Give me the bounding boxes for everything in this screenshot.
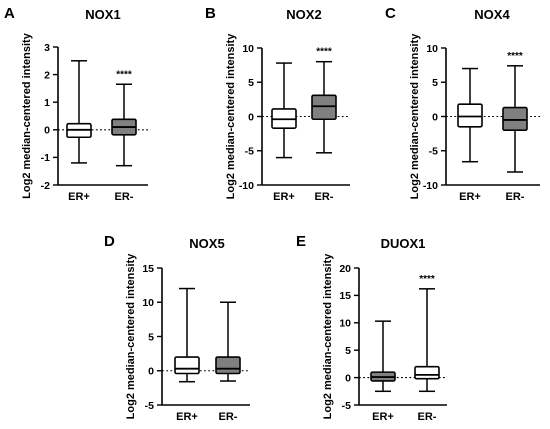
y-tick-label: 15: [142, 263, 154, 275]
significance-marker: ****: [419, 274, 435, 285]
y-tick-label: 5: [432, 77, 438, 89]
y-tick-label: -10: [239, 180, 254, 192]
y-tick-label: 0: [148, 366, 154, 378]
box-er-neg: [502, 65, 528, 173]
y-tick-label: 2: [44, 69, 50, 81]
box-er-pos: [271, 62, 297, 159]
y-tick-label: 0: [248, 111, 254, 123]
x-category-label: ER+: [176, 411, 198, 423]
y-axis-label: Log2 median-centered intensity: [21, 32, 33, 199]
y-tick-label: 5: [345, 345, 351, 357]
iqr-box: [215, 356, 241, 375]
box-er-neg: [215, 301, 241, 382]
box-er-neg: [414, 288, 440, 393]
panel-e: E DUOX1 Log2 median-centered intensity -5 0 5…: [296, 233, 447, 423]
x-category-label: ER-: [115, 191, 134, 203]
y-axis-label: Log2 median-centered intensity: [125, 253, 137, 420]
panel-a: A NOX1 Log2 median-centered intensity -2 -1 0…: [4, 5, 148, 203]
box-er-neg: [311, 60, 337, 154]
y-tick-label: 10: [142, 297, 154, 309]
y-axis-label: Log2 median-centered intensity: [409, 33, 421, 200]
significance-marker: ****: [316, 47, 332, 58]
panel-letter: D: [104, 233, 115, 250]
y-tick-label: 5: [148, 331, 154, 343]
significance-marker: ****: [116, 69, 132, 80]
box-er-pos: [457, 67, 483, 163]
y-tick-label: 15: [339, 290, 351, 302]
box-er-pos: [66, 60, 92, 164]
y-tick-label: -5: [245, 146, 254, 158]
box-er-pos: [370, 320, 396, 393]
panel-d: D NOX5 Log2 median-centered intensity -5 0 5 1…: [104, 233, 250, 423]
y-tick-label: 1: [44, 97, 50, 109]
panel-letter: E: [296, 233, 306, 250]
iqr-box: [174, 356, 200, 375]
y-tick-label: -5: [342, 400, 351, 412]
y-tick-label: -10: [423, 180, 438, 192]
y-tick-label: -5: [145, 400, 154, 412]
panel-letter: C: [385, 5, 396, 22]
y-tick-label: 20: [339, 263, 351, 275]
iqr-box: [457, 103, 483, 128]
iqr-box: [502, 106, 528, 132]
x-category-label: ER-: [418, 411, 437, 423]
panel-letter: B: [205, 5, 216, 22]
iqr-box: [414, 365, 440, 380]
x-category-label: ER-: [315, 191, 334, 203]
box-er-neg: [111, 83, 137, 167]
y-tick-label: 10: [339, 318, 351, 330]
x-category-label: ER+: [372, 411, 394, 423]
x-category-label: ER+: [459, 191, 481, 203]
x-category-label: ER-: [219, 411, 238, 423]
y-tick-label: 0: [432, 111, 438, 123]
significance-marker: ****: [507, 51, 523, 62]
panel-letter: A: [4, 5, 15, 22]
y-tick-label: -5: [429, 146, 438, 158]
y-axis-label: Log2 median-centered intensity: [225, 33, 237, 200]
panel-title: NOX4: [474, 7, 510, 22]
panel-title: NOX1: [85, 7, 120, 22]
x-category-label: ER-: [506, 191, 525, 203]
y-axis-label: Log2 median-centered intensity: [322, 253, 334, 420]
panel-c: C NOX4 Log2 median-centered intensity -10 -5…: [385, 5, 540, 203]
y-tick-label: 0: [44, 125, 50, 137]
y-tick-label: 10: [426, 43, 438, 55]
panel-title: NOX5: [189, 236, 224, 251]
panel-b: B NOX2 Log2 median-centered intensity -10 -5…: [205, 5, 350, 203]
y-tick-label: 0: [345, 372, 351, 384]
y-tick-label: 10: [242, 43, 254, 55]
y-tick-label: -2: [41, 180, 50, 192]
iqr-box: [311, 94, 337, 121]
box-er-pos: [174, 287, 200, 383]
y-tick-label: 3: [44, 42, 50, 54]
x-category-label: ER+: [273, 191, 295, 203]
y-tick-label: -1: [41, 152, 50, 164]
y-tick-label: 5: [248, 77, 254, 89]
panel-title: DUOX1: [381, 236, 426, 251]
x-category-label: ER+: [68, 191, 90, 203]
panel-title: NOX2: [286, 7, 321, 22]
